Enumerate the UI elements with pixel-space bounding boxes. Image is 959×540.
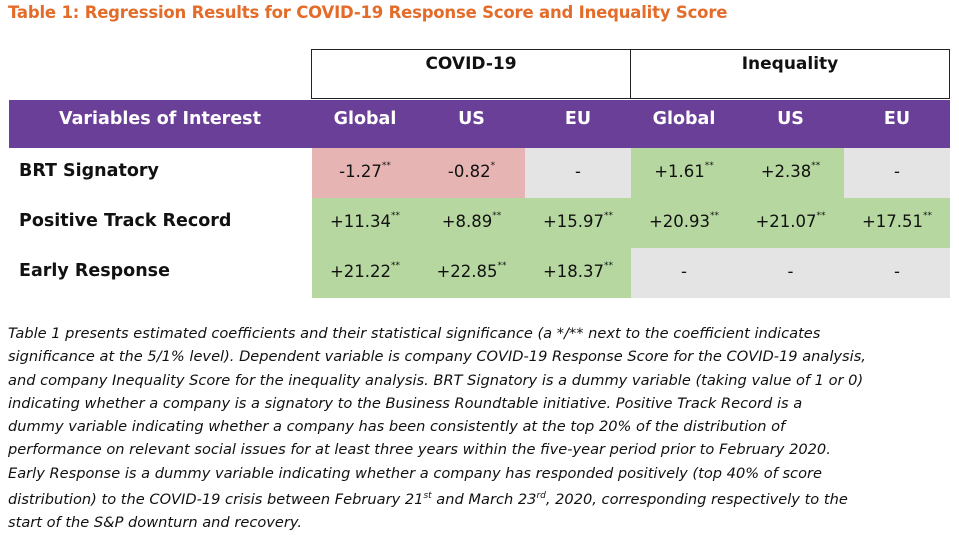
table-cell: - — [631, 248, 737, 298]
table-cell: +18.37** — [525, 248, 631, 298]
table-cell: +11.34** — [312, 198, 418, 248]
cell-content: +11.34** — [329, 211, 401, 231]
table-cell: -1.27** — [312, 148, 418, 198]
cell-content: +21.07** — [755, 211, 826, 231]
cell-content: - — [575, 162, 581, 181]
table-cell: +1.61** — [631, 148, 737, 198]
cell-content: +22.85** — [436, 261, 507, 281]
column-header-bar — [9, 100, 950, 148]
footnote-text: and March 23 — [431, 490, 537, 508]
coefficient-value: +8.89 — [441, 212, 493, 231]
cell-content: +15.97** — [542, 211, 614, 231]
table-cell: +21.07** — [737, 198, 844, 248]
cell-content: +1.61** — [654, 161, 714, 181]
significance-marker: ** — [710, 211, 720, 221]
footnote-line: performance on relevant social issues fo… — [8, 441, 831, 459]
footnote-line: Early Response is a dummy variable indic… — [8, 464, 822, 482]
significance-marker: ** — [604, 211, 614, 221]
coefficient-value: - — [894, 262, 900, 281]
significance-marker: ** — [923, 211, 933, 221]
coefficient-value: +17.51 — [861, 212, 924, 231]
coefficient-value: - — [575, 162, 581, 181]
table-cell: -0.82* — [418, 148, 525, 198]
footnote-superscript: st — [423, 491, 432, 502]
cell-content: +2.38** — [760, 161, 821, 181]
group-label: Inequality — [741, 54, 839, 74]
coefficient-value: -0.82 — [447, 162, 491, 181]
coefficient-value: - — [681, 262, 687, 281]
footnote-line: and company Inequality Score for the ine… — [8, 371, 864, 389]
row-label: BRT Signatory — [19, 161, 159, 181]
column-header-covid-eu: EU — [564, 109, 592, 129]
coefficient-value: - — [894, 162, 900, 181]
coefficient-value: +2.38 — [760, 162, 812, 181]
column-header-covid-global: Global — [333, 109, 397, 129]
table-cell: - — [844, 148, 950, 198]
cell-content: -1.27** — [339, 161, 391, 181]
cell-content: +8.89** — [441, 211, 502, 231]
table-cell: +20.93** — [631, 198, 737, 248]
table-cell: +2.38** — [737, 148, 844, 198]
table-title: Table 1: Regression Results for COVID-19… — [8, 3, 728, 22]
significance-marker: ** — [492, 211, 502, 221]
table-cell: +21.22** — [312, 248, 418, 298]
significance-marker: ** — [704, 161, 714, 171]
footnote-line: significance at the 5/1% level). Depende… — [8, 348, 866, 366]
footnote-line: distribution) to the COVID-19 crisis bet… — [8, 485, 954, 511]
cell-content: - — [894, 262, 900, 281]
column-header-inequality-global: Global — [652, 109, 716, 129]
footnote-text: distribution) to the COVID-19 crisis bet… — [8, 490, 424, 508]
column-header-inequality-eu: EU — [883, 109, 911, 129]
cell-content: - — [788, 262, 794, 281]
table-cell: - — [737, 248, 844, 298]
significance-marker: * — [490, 161, 496, 171]
row-label: Positive Track Record — [19, 211, 232, 231]
cell-content: +18.37** — [542, 261, 614, 281]
coefficient-value: - — [787, 262, 794, 281]
coefficient-value: +20.93 — [648, 212, 711, 231]
coefficient-value: +21.07 — [755, 212, 817, 231]
footnote-line: dummy variable indicating whether a comp… — [8, 418, 786, 436]
coefficient-value: +22.85 — [436, 262, 498, 281]
cell-content: - — [681, 262, 687, 281]
significance-marker: ** — [604, 261, 614, 271]
group-header-covid: COVID-19 — [311, 49, 631, 99]
footnote-line: start of the S&P downturn and recovery. — [8, 514, 303, 532]
footnote-superscript: rd — [536, 491, 546, 502]
cell-content: +17.51** — [861, 211, 933, 231]
group-header-inequality: Inequality — [630, 49, 950, 99]
cell-content: - — [894, 162, 900, 181]
significance-marker: ** — [497, 261, 507, 271]
cell-content: +21.22** — [329, 261, 401, 281]
table-cell: +8.89** — [418, 198, 525, 248]
column-header-covid-us: US — [458, 109, 485, 129]
column-header-inequality-us: US — [777, 109, 804, 129]
table-cell: - — [844, 248, 950, 298]
footnote-text: , 2020, corresponding respectively to th… — [545, 490, 848, 508]
table-cell: +17.51** — [844, 198, 950, 248]
cell-content: +20.93** — [648, 211, 720, 231]
coefficient-value: +11.34 — [329, 212, 392, 231]
significance-marker: ** — [816, 211, 826, 221]
group-label: COVID-19 — [425, 54, 517, 74]
coefficient-value: +18.37 — [542, 262, 605, 281]
table-cell: +22.85** — [418, 248, 525, 298]
table-cell: +15.97** — [525, 198, 631, 248]
footnote-line: Table 1 presents estimated coefficients … — [8, 325, 821, 342]
table-footnote: Table 1 presents estimated coefficients … — [8, 322, 954, 535]
column-header-variables: Variables of Interest — [59, 109, 261, 129]
row-label: Early Response — [19, 261, 170, 281]
significance-marker: ** — [381, 161, 391, 171]
coefficient-value: +1.61 — [654, 162, 705, 181]
significance-marker: ** — [811, 161, 821, 171]
coefficient-value: +21.22 — [329, 262, 392, 281]
significance-marker: ** — [391, 211, 401, 221]
footnote-line: indicating whether a company is a signat… — [8, 394, 803, 412]
table-cell: - — [525, 148, 631, 198]
significance-marker: ** — [391, 261, 401, 271]
coefficient-value: -1.27 — [339, 162, 382, 181]
coefficient-value: +15.97 — [542, 212, 605, 231]
cell-content: -0.82* — [447, 161, 496, 181]
